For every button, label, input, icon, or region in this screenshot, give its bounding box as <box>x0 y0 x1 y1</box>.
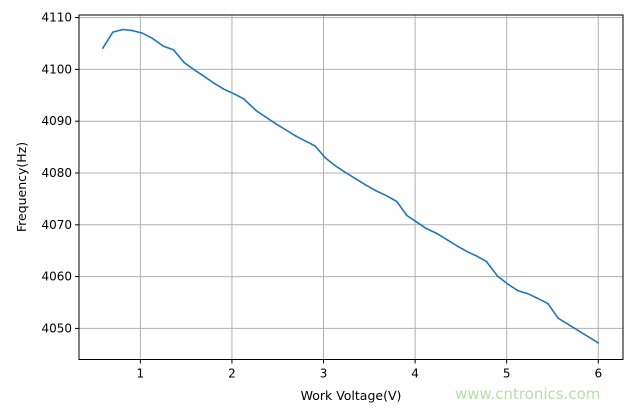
data-point <box>275 122 277 125</box>
y-tick-label: 4060 <box>41 270 72 284</box>
data-series <box>102 28 600 344</box>
data-point <box>254 109 257 112</box>
data-point <box>304 140 307 142</box>
x-tick-label: 1 <box>137 367 145 381</box>
data-point <box>537 297 539 300</box>
data-point <box>295 135 297 138</box>
y-tick-label: 4100 <box>41 62 72 76</box>
data-point <box>162 45 165 47</box>
data-point <box>212 82 215 84</box>
data-point <box>141 32 143 34</box>
data-point <box>466 250 469 253</box>
data-point <box>516 289 519 292</box>
data-point <box>476 255 479 258</box>
data-point <box>112 31 114 33</box>
y-tick-label: 4050 <box>41 321 72 335</box>
data-point <box>151 37 154 40</box>
data-point <box>285 129 287 131</box>
x-tick-label: 5 <box>503 367 511 381</box>
plot-frame <box>78 14 624 360</box>
data-point <box>456 245 459 247</box>
data-point <box>547 302 549 305</box>
data-point <box>183 61 186 64</box>
data-point <box>203 75 206 78</box>
x-tick-label: 3 <box>320 367 328 381</box>
data-point <box>243 98 245 100</box>
data-point <box>557 317 559 319</box>
x-tick-label: 4 <box>411 367 419 381</box>
data-point <box>122 28 124 31</box>
data-point <box>131 29 133 32</box>
series-line <box>102 28 599 344</box>
y-tick-label: 4110 <box>41 11 72 25</box>
data-point <box>416 221 418 224</box>
data-point <box>406 214 408 217</box>
data-point <box>344 171 347 174</box>
y-axis-label: Frequency(Hz) <box>14 142 29 232</box>
data-point <box>232 92 235 95</box>
data-point <box>587 335 589 338</box>
data-point <box>506 283 509 285</box>
x-axis-label: Work Voltage(V) <box>301 388 402 403</box>
data-point <box>446 239 448 241</box>
data-point <box>354 177 357 180</box>
data-point <box>385 194 388 197</box>
data-point <box>395 200 398 203</box>
y-tick-label: 4070 <box>41 218 72 232</box>
data-point <box>436 232 438 235</box>
data-point <box>485 260 488 263</box>
data-point <box>567 323 569 326</box>
data-point <box>222 88 225 90</box>
y-tick-label: 4090 <box>41 114 72 128</box>
data-point <box>374 189 377 192</box>
data-point <box>314 145 317 147</box>
data-point <box>364 184 367 186</box>
data-point <box>577 329 579 332</box>
data-point <box>597 342 600 344</box>
data-point <box>425 227 427 230</box>
data-point <box>193 69 196 71</box>
data-point <box>172 48 175 51</box>
y-axis: 4050 4060 4070 4080 4090 4100 4110 <box>41 11 79 335</box>
x-axis: 1 2 3 4 5 6 <box>137 359 602 381</box>
x-tick-label: 2 <box>228 367 236 381</box>
x-tick-label: 6 <box>594 367 602 381</box>
data-point <box>265 116 267 118</box>
data-point <box>102 47 104 49</box>
grid <box>79 15 623 360</box>
data-point <box>526 292 529 295</box>
y-tick-label: 4080 <box>41 166 72 180</box>
data-point <box>496 275 499 277</box>
data-point <box>324 157 327 159</box>
watermark: www.cntronics.com <box>455 385 601 403</box>
data-point <box>334 164 337 167</box>
